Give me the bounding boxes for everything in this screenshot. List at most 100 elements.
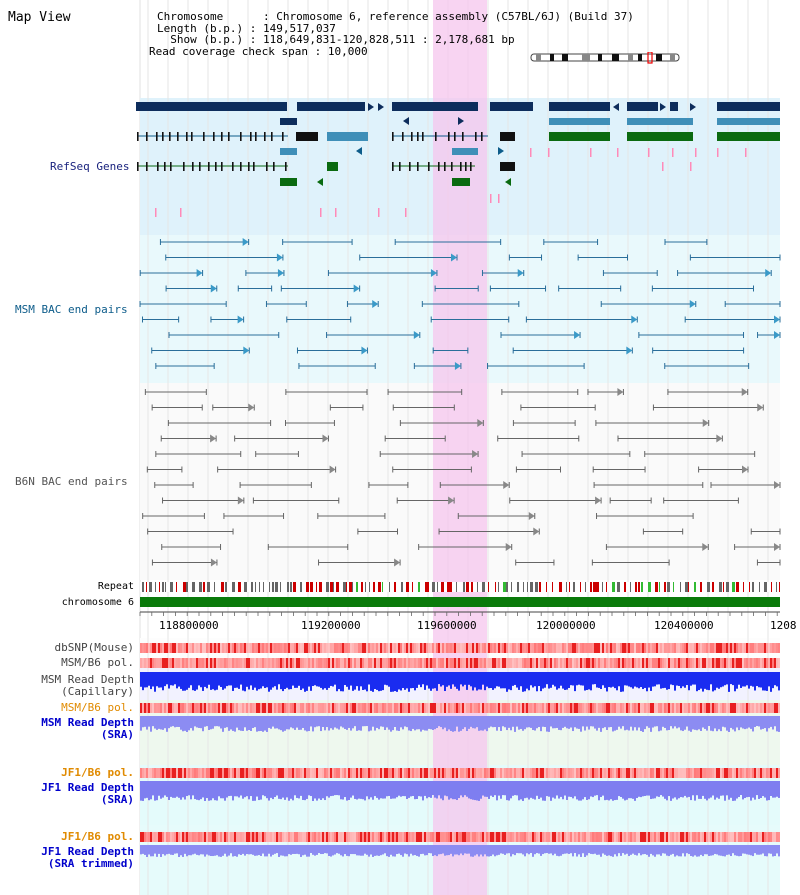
axis-tick-label: 120000000	[536, 619, 596, 632]
jf1-b6-heat-strip-2	[140, 832, 780, 842]
gene-feature	[627, 102, 658, 111]
bac-pair	[151, 346, 250, 355]
bac-pair	[394, 239, 502, 245]
repeat-element	[617, 582, 620, 592]
bac-pair	[497, 435, 580, 442]
msm-b6-pol-label[interactable]: MSM/B6 pol.	[61, 656, 134, 669]
bac-pair	[664, 239, 708, 245]
dbsnp-label[interactable]: dbSNP(Mouse)	[54, 641, 134, 654]
gene-feature	[392, 102, 478, 111]
bac-pair	[710, 481, 781, 489]
repeat-element	[596, 582, 599, 592]
repeat-element	[612, 582, 615, 592]
repeat-element	[638, 582, 640, 592]
info-show-key: Show (b.p.)	[170, 33, 244, 46]
bac-pair	[667, 388, 749, 396]
bac-pair	[596, 513, 694, 519]
repeat-element	[225, 582, 227, 592]
refseq-genes-track[interactable]	[136, 102, 780, 217]
gene-feature	[627, 132, 693, 141]
repeat-element	[310, 582, 313, 592]
bac-pair	[430, 316, 510, 323]
repeat-element	[251, 582, 253, 592]
polymorphism-tracks[interactable]	[140, 643, 780, 842]
repeat-element	[707, 582, 710, 592]
repeat-element	[333, 582, 334, 592]
bac-pair	[151, 404, 203, 411]
jf1-read-depth-trimmed-bars	[140, 845, 780, 857]
repeat-element	[447, 582, 450, 592]
bac-pair	[245, 269, 285, 277]
repeat-element	[272, 582, 274, 592]
dbsnp-heat-strip	[140, 643, 780, 653]
repeat-element	[498, 582, 499, 592]
gene-feature	[627, 118, 693, 125]
repeat-element	[726, 582, 729, 592]
bac-pair	[439, 481, 510, 489]
bac-pair	[520, 404, 596, 411]
b6n-bac-track[interactable]	[142, 388, 781, 567]
msm-bac-label[interactable]: MSM BAC end pairs	[15, 303, 128, 316]
msm-read-depth-sra-bars	[140, 716, 780, 732]
repeat-element	[373, 582, 375, 592]
repeat-element	[432, 582, 435, 592]
bac-pair	[237, 285, 273, 292]
repeat-element	[606, 582, 607, 592]
bac-pair	[280, 284, 361, 293]
jf1-b6-pol-label[interactable]: JF1/B6 pol.	[61, 766, 134, 779]
bac-pair	[296, 346, 368, 355]
repeat-element	[680, 582, 681, 592]
msm-read-depth-sra-label-1[interactable]: MSM Read Depth	[41, 716, 134, 729]
bac-pair	[515, 466, 561, 473]
repeat-element	[146, 582, 147, 592]
bac-pair	[521, 451, 631, 457]
jf1-b6-pol-label-2[interactable]: JF1/B6 pol.	[61, 830, 134, 843]
read-depth-tracks[interactable]	[140, 672, 780, 857]
repeat-track[interactable]	[140, 582, 780, 592]
repeat-element	[382, 582, 383, 592]
repeat-element	[450, 582, 452, 592]
repeat-element	[580, 582, 581, 592]
bac-pair	[595, 419, 710, 427]
chromosome-ideogram[interactable]	[530, 52, 680, 64]
bac-pair	[543, 239, 599, 245]
chromosome-label: chromosome 6	[61, 597, 134, 608]
b6n-bac-label[interactable]: B6N BAC end pairs	[15, 475, 128, 488]
repeat-element	[287, 582, 289, 592]
bac-pair	[617, 434, 723, 443]
bac-pair	[512, 346, 633, 355]
jf1-read-depth-trim-label-1[interactable]: JF1 Read Depth	[41, 845, 134, 858]
repeat-element	[238, 582, 241, 592]
msm-b6-pol-label-2[interactable]: MSM/B6 pol.	[61, 701, 134, 714]
bac-pair	[346, 300, 379, 308]
repeat-element	[517, 582, 519, 592]
repeat-element	[667, 582, 670, 592]
repeat-element	[471, 582, 473, 592]
gene-feature	[280, 178, 297, 186]
axis-tick-label: 119200000	[301, 619, 361, 632]
msm-read-depth-cap-label-1[interactable]: MSM Read Depth	[41, 673, 134, 686]
repeat-element	[165, 582, 166, 592]
repeat-element	[365, 582, 366, 592]
bac-pair	[609, 497, 652, 504]
repeat-element	[149, 582, 152, 592]
repeat-element	[349, 582, 352, 592]
repeat-element	[552, 582, 553, 592]
repeat-element	[275, 582, 278, 592]
chromosome-bar[interactable]	[140, 597, 780, 607]
bac-pair	[508, 254, 543, 261]
jf1-read-depth-sra-label-1[interactable]: JF1 Read Depth	[41, 781, 134, 794]
repeat-element	[635, 582, 637, 592]
repeat-element	[418, 582, 420, 592]
refseq-genes-label[interactable]: RefSeq Genes	[50, 160, 130, 173]
repeat-element	[176, 582, 177, 592]
bac-pair	[396, 496, 455, 505]
repeat-element	[764, 582, 767, 592]
bac-pair	[155, 451, 242, 457]
repeat-element	[506, 582, 508, 592]
repeat-element	[425, 582, 428, 592]
bac-pair	[165, 253, 284, 262]
bac-pair	[139, 301, 227, 307]
msm-bac-track[interactable]	[139, 238, 781, 370]
